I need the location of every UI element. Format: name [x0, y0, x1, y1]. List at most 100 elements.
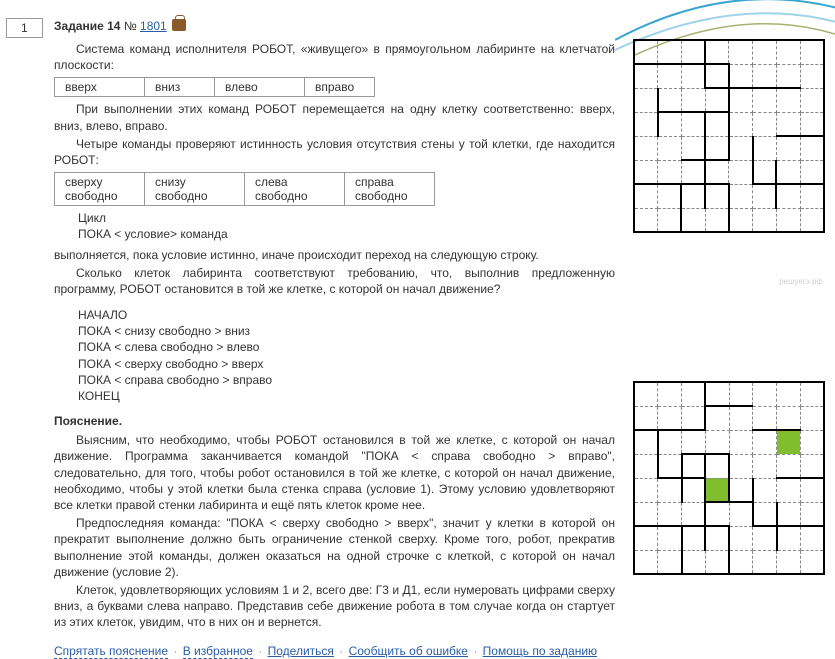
- maze-cell: [776, 112, 800, 136]
- explain-para: Клеток, удовлетворяющих условиям 1 и 2, …: [54, 582, 615, 631]
- maze-cell: [705, 136, 729, 160]
- maze-cell: [658, 208, 682, 232]
- maze-cell: [681, 208, 705, 232]
- maze-cell: [705, 406, 729, 430]
- maze-cell: [658, 550, 682, 574]
- maze-cell: [658, 64, 682, 88]
- maze-cell: [800, 406, 824, 430]
- maze-cell: [681, 40, 705, 64]
- code-line: ПОКА < снизу свободно > вниз: [78, 323, 615, 339]
- commands-table-1: вверх вниз влево вправо: [54, 77, 375, 97]
- maze-cell: [800, 550, 824, 574]
- maze-cell: [729, 208, 753, 232]
- footer-links: Спрятать пояснение · В избранное · Подел…: [54, 644, 615, 658]
- maze-cell: [777, 550, 801, 574]
- maze-cell: [634, 550, 658, 574]
- maze-cell: [800, 184, 824, 208]
- maze-cell: [705, 454, 729, 478]
- cmd-cell: сверху свободно: [55, 173, 145, 206]
- maze-cell: [800, 40, 824, 64]
- sep: ·: [339, 644, 343, 658]
- maze-cell: [800, 160, 824, 184]
- maze-cell: [729, 112, 753, 136]
- maze-cell: [634, 208, 658, 232]
- maze-cell: [658, 88, 682, 112]
- hide-explanation-link[interactable]: Спрятать пояснение: [54, 644, 168, 659]
- para-3: выполняется, пока условие истинно, иначе…: [54, 247, 615, 263]
- maze-cell: [682, 382, 706, 406]
- cmd-cell: влево: [215, 78, 305, 97]
- maze-cell: [682, 454, 706, 478]
- maze-cell: [634, 40, 658, 64]
- maze-cell: [634, 406, 658, 430]
- maze-cell: [658, 136, 682, 160]
- maze-cell: [800, 478, 824, 502]
- maze-cell: [777, 526, 801, 550]
- maze-cell: [705, 478, 729, 502]
- maze-cell: [729, 88, 753, 112]
- maze-cell: [658, 478, 682, 502]
- maze-cell: [729, 136, 753, 160]
- task-number: 1: [6, 18, 43, 38]
- maze-cell: [729, 454, 753, 478]
- maze-cell: [753, 382, 777, 406]
- maze-cell: [729, 430, 753, 454]
- maze-cell: [705, 112, 729, 136]
- grid-column: решуегэ.рф: [633, 39, 825, 658]
- maze-cell: [753, 184, 777, 208]
- commands-table-2: сверху свободно снизу свободно слева сво…: [54, 172, 435, 206]
- maze-cell: [776, 184, 800, 208]
- code-line: ПОКА < справа свободно > вправо: [78, 372, 615, 388]
- maze-cell: [800, 64, 824, 88]
- code-line: ПОКА < условие> команда: [78, 226, 615, 242]
- maze-cell: [705, 184, 729, 208]
- maze-cell: [777, 430, 801, 454]
- code-line: ПОКА < сверху свободно > вверх: [78, 356, 615, 372]
- explain-para: Выясним, что необходимо, чтобы РОБОТ ост…: [54, 432, 615, 513]
- maze-cell: [681, 64, 705, 88]
- maze-cell: [776, 88, 800, 112]
- explanation-heading: Пояснение.: [54, 414, 615, 428]
- sep: ·: [258, 644, 262, 658]
- favorite-link[interactable]: В избранное: [183, 644, 253, 659]
- maze-cell: [658, 112, 682, 136]
- cmd-cell: справа свободно: [345, 173, 435, 206]
- maze-cell: [705, 208, 729, 232]
- maze-cell: [658, 502, 682, 526]
- maze-cell: [753, 208, 777, 232]
- maze-cell: [634, 64, 658, 88]
- share-link[interactable]: Поделиться: [268, 644, 334, 658]
- maze-cell: [682, 430, 706, 454]
- text-column: Система команд исполнителя РОБОТ, «живущ…: [54, 39, 615, 658]
- maze-cell: [634, 112, 658, 136]
- maze-cell: [800, 208, 824, 232]
- intro-text: Система команд исполнителя РОБОТ, «живущ…: [54, 41, 615, 73]
- maze-cell: [634, 160, 658, 184]
- help-link[interactable]: Помощь по заданию: [483, 644, 597, 658]
- maze-cell: [729, 526, 753, 550]
- cmd-cell: снизу свободно: [145, 173, 245, 206]
- maze-cell: [777, 454, 801, 478]
- cmd-cell: вниз: [145, 78, 215, 97]
- maze-cell: [777, 502, 801, 526]
- task-id-link[interactable]: 1801: [140, 19, 167, 33]
- maze-cell: [800, 502, 824, 526]
- maze-cell: [705, 430, 729, 454]
- report-error-link[interactable]: Сообщить об ошибке: [349, 644, 468, 658]
- maze-cell: [705, 502, 729, 526]
- maze-cell: [634, 526, 658, 550]
- sep: ·: [473, 644, 477, 658]
- explain-para: Предпоследняя команда: "ПОКА < сверху св…: [54, 515, 615, 580]
- maze-cell: [705, 526, 729, 550]
- maze-cell: [682, 526, 706, 550]
- maze-2: [633, 381, 825, 575]
- code-line: КОНЕЦ: [78, 388, 615, 404]
- maze-cell: [729, 160, 753, 184]
- basket-icon[interactable]: [172, 19, 186, 31]
- maze-cell: [634, 382, 658, 406]
- maze-cell: [800, 88, 824, 112]
- task-title: Задание 14 № 1801: [54, 18, 825, 33]
- para-1: При выполнении этих команд РОБОТ перемещ…: [54, 101, 615, 133]
- maze-cell: [776, 40, 800, 64]
- maze-cell: [658, 40, 682, 64]
